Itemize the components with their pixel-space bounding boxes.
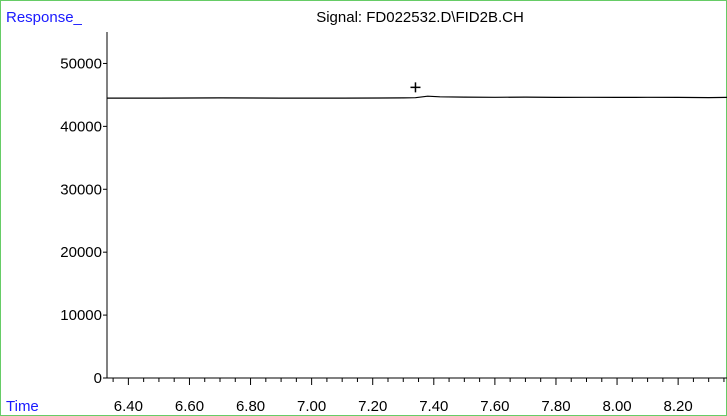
y-tick-label: 20000	[60, 244, 102, 261]
y-tick-label: 0	[94, 370, 102, 387]
y-axis-ticks: 0 10000 20000 30000 40000 50000	[60, 55, 107, 387]
x-tick-label: 6.40	[114, 398, 143, 415]
chart-title: Signal: FD022532.D\FID2B.CH	[316, 9, 524, 26]
x-tick-label: 7.60	[480, 398, 509, 415]
x-tick-label: 7.00	[297, 398, 326, 415]
x-tick-label: 8.00	[602, 398, 631, 415]
y-tick-label: 40000	[60, 118, 102, 135]
y-tick-label: 50000	[60, 55, 102, 72]
x-tick-label: 6.80	[236, 398, 265, 415]
x-tick-label: 8.20	[664, 398, 693, 415]
y-axis-label: Response_	[6, 9, 83, 26]
signal-trace	[107, 95, 727, 99]
y-tick-label: 30000	[60, 181, 102, 198]
x-tick-label: 7.40	[419, 398, 448, 415]
x-tick-label: 7.80	[541, 398, 570, 415]
series-layer	[107, 95, 727, 99]
x-axis-label: Time	[6, 398, 39, 415]
x-axis-ticks: 6.40 6.60 6.80 7.00 7.20 7.40 7.60 7.80 8.00 8.20	[112, 378, 725, 415]
peak-marker	[410, 82, 421, 93]
marker-layer	[410, 82, 421, 93]
y-tick-label: 10000	[60, 307, 102, 324]
x-tick-label: 7.20	[358, 398, 387, 415]
x-tick-label: 6.60	[175, 398, 204, 415]
